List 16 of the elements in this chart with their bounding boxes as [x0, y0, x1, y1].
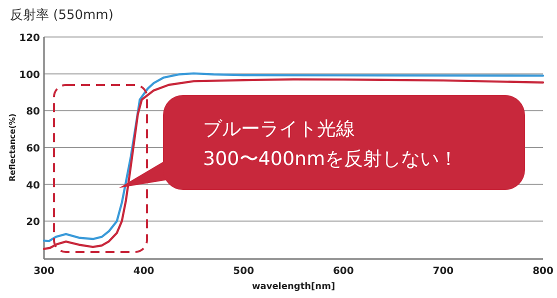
- y-tick-label: 80: [26, 106, 40, 118]
- y-tick-label: 40: [26, 180, 40, 192]
- x-tick-label: 300: [34, 266, 54, 277]
- x-tick-label: 500: [233, 266, 254, 277]
- y-axis-title: Reflectance(%): [8, 113, 17, 182]
- y-tick-label: 100: [19, 70, 40, 81]
- y-tick-label: 120: [19, 33, 40, 44]
- y-tick-label: 60: [26, 144, 40, 154]
- x-axis-title: wavelength[nm]: [252, 282, 336, 292]
- x-tick-label: 600: [332, 266, 354, 277]
- chart-title: 反射率 (550mm): [10, 7, 114, 23]
- x-tick-label: 400: [133, 266, 154, 277]
- x-tick-label: 700: [432, 266, 454, 277]
- x-tick-label: 800: [532, 266, 554, 277]
- annotation: ブルーライト光線 300〜400nmを反射しない！: [203, 118, 458, 170]
- y-tick-label: 20: [26, 217, 40, 228]
